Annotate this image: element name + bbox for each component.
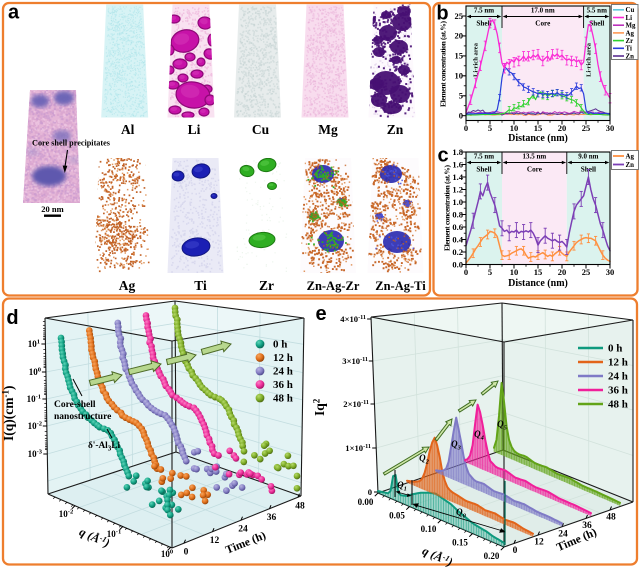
- svg-text:Ti: Ti: [626, 46, 632, 53]
- svg-text:Zn-Ag-Ti: Zn-Ag-Ti: [375, 279, 426, 293]
- svg-text:Zn: Zn: [387, 122, 404, 137]
- svg-text:9.0 nm: 9.0 nm: [578, 153, 598, 161]
- svg-text:15: 15: [534, 123, 543, 133]
- svg-text:5: 5: [488, 123, 492, 133]
- svg-text:Cu: Cu: [252, 122, 270, 137]
- svg-text:48 h: 48 h: [608, 399, 628, 411]
- svg-text:c: c: [437, 145, 448, 167]
- svg-text:12 h: 12 h: [273, 352, 293, 364]
- svg-text:Zr: Zr: [626, 38, 634, 45]
- svg-text:24 h: 24 h: [608, 371, 628, 383]
- svg-text:Al: Al: [121, 122, 135, 137]
- svg-text:Core: Core: [535, 20, 550, 28]
- svg-text:36 h: 36 h: [273, 379, 293, 391]
- svg-text:1.6: 1.6: [452, 159, 463, 169]
- svg-text:36 h: 36 h: [608, 385, 628, 397]
- svg-text:15: 15: [534, 267, 543, 277]
- svg-text:48 h: 48 h: [273, 393, 293, 405]
- svg-text:17.0 nm: 17.0 nm: [531, 7, 555, 15]
- svg-text:Li-rich area: Li-rich area: [586, 42, 593, 76]
- svg-text:nanostructure: nanostructure: [54, 412, 111, 422]
- svg-text:d: d: [6, 307, 18, 329]
- svg-text:15: 15: [455, 51, 464, 61]
- svg-text:0.2: 0.2: [452, 247, 463, 257]
- svg-text:Distance (nm): Distance (nm): [508, 133, 568, 144]
- svg-text:Core shell precipitates: Core shell precipitates: [32, 139, 110, 148]
- svg-text:Mg: Mg: [318, 122, 338, 137]
- svg-text:0.8: 0.8: [452, 209, 463, 219]
- svg-text:Mg: Mg: [626, 23, 637, 30]
- svg-text:Shell: Shell: [476, 166, 491, 174]
- svg-text:36: 36: [267, 513, 277, 523]
- svg-text:1.4: 1.4: [452, 172, 463, 182]
- svg-text:1.2: 1.2: [452, 184, 463, 194]
- svg-text:0 h: 0 h: [273, 339, 287, 351]
- svg-text:0: 0: [464, 267, 468, 277]
- svg-text:Core-shell: Core-shell: [54, 400, 96, 410]
- svg-text:Zn-Ag-Zr: Zn-Ag-Zr: [307, 279, 360, 293]
- svg-text:25: 25: [582, 267, 591, 277]
- svg-text:25: 25: [582, 123, 591, 133]
- svg-text:δ'-Al3Li: δ'-Al3Li: [88, 441, 121, 453]
- svg-text:5: 5: [459, 91, 463, 101]
- svg-text:Distance (nm): Distance (nm): [508, 278, 568, 289]
- svg-text:0 h: 0 h: [608, 343, 622, 355]
- svg-text:0: 0: [368, 487, 372, 497]
- svg-text:Zn: Zn: [626, 53, 635, 60]
- svg-text:Cu: Cu: [626, 7, 635, 14]
- svg-text:Core: Core: [527, 166, 542, 174]
- svg-text:Element concentration (at.%): Element concentration (at.%): [443, 165, 452, 251]
- svg-text:0.6: 0.6: [452, 222, 463, 232]
- svg-text:Ag: Ag: [626, 30, 635, 37]
- svg-text:20 nm: 20 nm: [41, 204, 63, 214]
- svg-text:12 h: 12 h: [608, 357, 628, 369]
- svg-text:30: 30: [606, 267, 615, 277]
- svg-text:7.5 nm: 7.5 nm: [474, 7, 494, 15]
- svg-text:0.4: 0.4: [452, 234, 463, 244]
- svg-text:20: 20: [455, 31, 464, 41]
- svg-text:5: 5: [488, 267, 492, 277]
- svg-text:0.00: 0.00: [358, 497, 374, 507]
- svg-text:10: 10: [510, 267, 519, 277]
- svg-text:7.5 nm: 7.5 nm: [474, 153, 494, 161]
- svg-text:Zn: Zn: [626, 162, 635, 169]
- svg-text:20: 20: [558, 267, 567, 277]
- svg-text:48: 48: [295, 502, 305, 512]
- svg-text:Element concentration (at.%): Element concentration (at.%): [439, 21, 448, 107]
- svg-text:10: 10: [510, 123, 519, 133]
- svg-text:Li: Li: [626, 15, 633, 22]
- svg-text:0.05: 0.05: [389, 511, 405, 521]
- svg-text:0: 0: [513, 546, 518, 556]
- svg-text:12: 12: [534, 538, 544, 548]
- svg-text:0: 0: [459, 111, 463, 121]
- svg-text:24: 24: [238, 525, 248, 535]
- svg-text:25: 25: [455, 11, 464, 21]
- svg-text:10: 10: [455, 71, 464, 81]
- svg-text:13.5 nm: 13.5 nm: [523, 153, 547, 161]
- svg-text:0: 0: [464, 123, 468, 133]
- svg-text:Ti: Ti: [194, 278, 207, 293]
- svg-text:48: 48: [606, 513, 616, 523]
- svg-text:5.5 nm: 5.5 nm: [587, 7, 607, 15]
- svg-text:0.10: 0.10: [421, 524, 437, 534]
- svg-text:0.15: 0.15: [452, 538, 468, 548]
- svg-text:a: a: [8, 2, 20, 24]
- svg-text:24 h: 24 h: [273, 366, 293, 378]
- svg-text:0: 0: [184, 548, 189, 558]
- svg-text:Li: Li: [188, 122, 201, 137]
- svg-text:20: 20: [558, 123, 567, 133]
- svg-text:Zr: Zr: [259, 278, 274, 293]
- svg-text:Ag: Ag: [119, 278, 136, 293]
- svg-text:e: e: [315, 303, 326, 325]
- svg-text:0.20: 0.20: [484, 551, 500, 561]
- svg-text:Ag: Ag: [626, 154, 635, 161]
- svg-text:1.0: 1.0: [452, 197, 463, 207]
- svg-text:0.0: 0.0: [452, 259, 463, 269]
- svg-text:12: 12: [210, 536, 220, 546]
- svg-text:1.8: 1.8: [452, 147, 463, 157]
- svg-text:30: 30: [606, 123, 615, 133]
- svg-text:Shell: Shell: [589, 20, 604, 28]
